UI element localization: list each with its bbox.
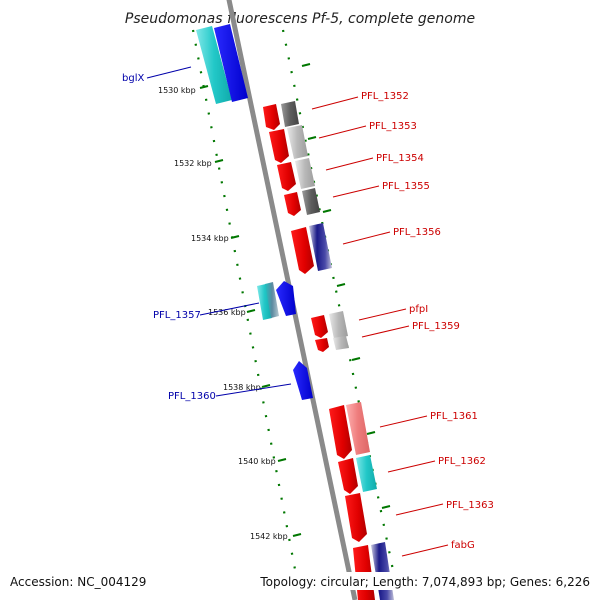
gene-pfl1355	[284, 192, 301, 216]
label-pfl1359[interactable]: PFL_1359	[412, 321, 460, 332]
gene-pfl1357-a	[257, 284, 272, 320]
leader-pfl1352	[311, 96, 359, 110]
label-pfl1362[interactable]: PFL_1362	[438, 456, 486, 467]
label-pfl1361[interactable]: PFL_1361	[430, 411, 478, 422]
leader-pfl1359	[361, 325, 410, 338]
tick-label-1530: 1530 kbp	[158, 86, 196, 95]
label-fabg[interactable]: fabG	[451, 540, 475, 551]
leader-pfl1355	[332, 185, 380, 198]
gene-pfpi	[311, 315, 328, 338]
gene-pfl1357	[276, 281, 296, 316]
leader-pfl1363	[395, 503, 444, 516]
label-pfl1360[interactable]: PFL_1360	[168, 391, 216, 402]
leader-pfl1353	[318, 125, 367, 139]
major-ticks-right	[301, 63, 391, 509]
label-pfpi[interactable]: pfpI	[409, 304, 428, 315]
label-pfl1355[interactable]: PFL_1355	[382, 181, 430, 192]
gene-pfl1356	[291, 227, 314, 274]
gene-bglx-cds	[196, 26, 232, 104]
gene-pfl1355-hit	[302, 188, 320, 215]
tick-label-1532: 1532 kbp	[174, 159, 212, 168]
tick-label-1536: 1536 kbp	[208, 308, 246, 317]
leader-pfl1354	[325, 157, 374, 171]
gene-pfl1362	[338, 458, 358, 494]
leader-pfl1360	[215, 383, 292, 397]
label-pfl1352[interactable]: PFL_1352	[361, 91, 409, 102]
gene-pfl1363	[345, 493, 367, 542]
gene-pfl1354-hit	[295, 158, 315, 189]
leader-pfl1357	[199, 302, 260, 316]
gene-bglx	[214, 24, 248, 102]
gene-pfl1356-hit	[309, 223, 332, 271]
footer-stats-backing	[256, 572, 596, 590]
gene-pfl1361	[329, 405, 352, 459]
gene-pfl1352	[263, 104, 280, 130]
footer-stats: Topology: circular; Length: 7,074,893 bp…	[259, 575, 590, 589]
map-title: Pseudomonas fluorescens Pf-5, complete g…	[125, 11, 475, 27]
leader-pfl1356	[342, 231, 391, 245]
gene-pfl1353-hit	[287, 125, 308, 159]
gene-pfl1362-hit	[356, 455, 377, 492]
label-pfl1353[interactable]: PFL_1353	[369, 121, 417, 132]
leader-bglx	[146, 66, 192, 79]
leader-pfl1362	[387, 460, 436, 473]
tick-label-1540: 1540 kbp	[238, 457, 276, 466]
leader-fabg	[401, 544, 449, 557]
label-pfl1356[interactable]: PFL_1356	[393, 227, 441, 238]
label-pfl1363[interactable]: PFL_1363	[446, 500, 494, 511]
gene-pfl1360	[293, 361, 313, 400]
footer-accession: Accession: NC_004129	[10, 575, 146, 589]
tick-label-1534: 1534 kbp	[191, 234, 229, 243]
major-ticks-left	[199, 85, 302, 537]
label-bglx[interactable]: bglX	[122, 73, 144, 84]
gene-pfl1359	[315, 338, 329, 352]
gene-pfl1353	[269, 129, 289, 163]
gene-pfpi-hit	[329, 311, 348, 339]
tick-label-1542: 1542 kbp	[250, 532, 288, 541]
gene-pfl1357-b	[265, 282, 279, 318]
label-pfl1357[interactable]: PFL_1357	[153, 310, 201, 321]
leader-pfpi	[358, 308, 407, 321]
gene-fabg-hit	[371, 542, 394, 600]
gene-pfl1361-hit	[346, 402, 370, 455]
gene-pfl1352-hit	[281, 101, 299, 127]
tick-label-1538: 1538 kbp	[223, 383, 261, 392]
gene-pfl1359-hit	[333, 336, 349, 350]
right-tick-track	[281, 29, 397, 581]
leader-pfl1361	[379, 415, 428, 428]
label-pfl1354[interactable]: PFL_1354	[376, 153, 424, 164]
left-tick-track	[191, 29, 299, 581]
gene-pfl1354	[277, 162, 296, 191]
